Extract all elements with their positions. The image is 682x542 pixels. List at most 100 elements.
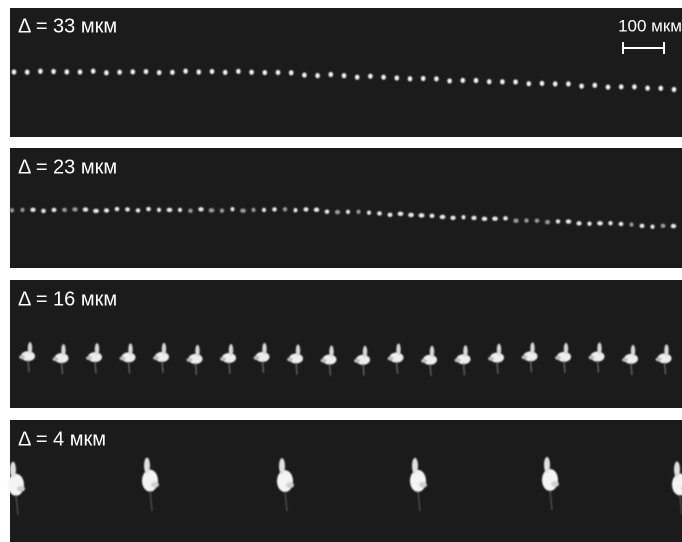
particle [220,208,224,212]
particle [276,70,281,75]
particle [674,462,680,478]
particle [461,78,466,83]
particle [513,79,518,84]
panel-label: Δ = 4 мкм [18,428,106,450]
scale-bar-label: 100 мкм [618,16,682,35]
particle [342,73,347,78]
particle [381,75,386,80]
particle [564,343,568,355]
particle [367,211,371,215]
particle [83,207,89,211]
particle [440,215,446,219]
particle [262,343,266,355]
particle [17,486,25,492]
particle [447,78,452,83]
particle [325,209,330,213]
particle [170,70,175,75]
panel-background [10,420,682,542]
particle [664,344,668,356]
particle [434,76,439,81]
particle [553,81,558,86]
particle [619,84,624,89]
particle [656,357,662,361]
particle [144,458,150,474]
particle [41,209,46,213]
particle [535,219,540,223]
particle [650,224,654,228]
particle [151,482,159,488]
particle [286,482,294,488]
particle [209,208,215,212]
particle [661,224,666,228]
particle [631,345,635,357]
particle [556,219,560,223]
particle [659,86,664,91]
particle [38,69,43,74]
particle [10,208,14,212]
particle [387,213,392,217]
particle [183,69,188,74]
panel-label: Δ = 16 мкм [18,288,117,310]
particle [262,208,266,212]
particle [329,346,333,358]
particle [463,345,467,357]
particle [587,221,591,225]
panel-label: Δ = 23 мкм [18,156,117,178]
particle [8,474,24,496]
particle [606,84,611,89]
particle [672,87,677,92]
particle [53,357,59,361]
particle [197,69,202,74]
panel-label: Δ = 33 мкм [18,15,117,37]
particle [368,74,373,79]
particle [579,84,584,89]
particle [551,481,559,487]
particle [513,219,518,223]
particle [10,462,16,478]
particle [287,358,293,362]
particle [608,221,612,225]
particle [321,359,327,363]
particle [315,73,320,78]
particle [671,224,676,228]
particle [296,345,300,357]
particle [302,72,307,77]
particle [188,209,193,213]
particle [356,210,360,214]
particle [95,343,99,355]
particle [597,221,603,225]
particle [408,76,413,81]
particle [220,357,226,361]
particle [363,346,367,358]
particle [272,207,277,211]
particle [240,208,246,212]
particle [78,69,83,74]
particle [482,217,488,221]
particle [62,208,67,212]
particle [120,356,126,360]
particle [640,224,645,228]
particle [277,470,293,492]
particle [530,342,534,354]
particle [28,342,32,354]
particle [346,210,350,214]
particle [25,70,30,75]
particle [593,83,598,88]
particle [542,469,558,491]
particle [195,345,199,357]
particle [115,207,120,211]
particle [421,76,426,81]
particle [419,482,427,488]
particle [412,458,418,474]
particle [178,208,182,212]
particle [249,70,254,75]
particle [72,207,77,211]
particle [566,219,571,223]
particle [632,84,637,89]
particle [162,343,166,355]
particle [187,358,193,362]
particle [619,222,624,226]
particle [410,470,426,492]
particle [419,213,425,217]
particle [117,70,122,75]
